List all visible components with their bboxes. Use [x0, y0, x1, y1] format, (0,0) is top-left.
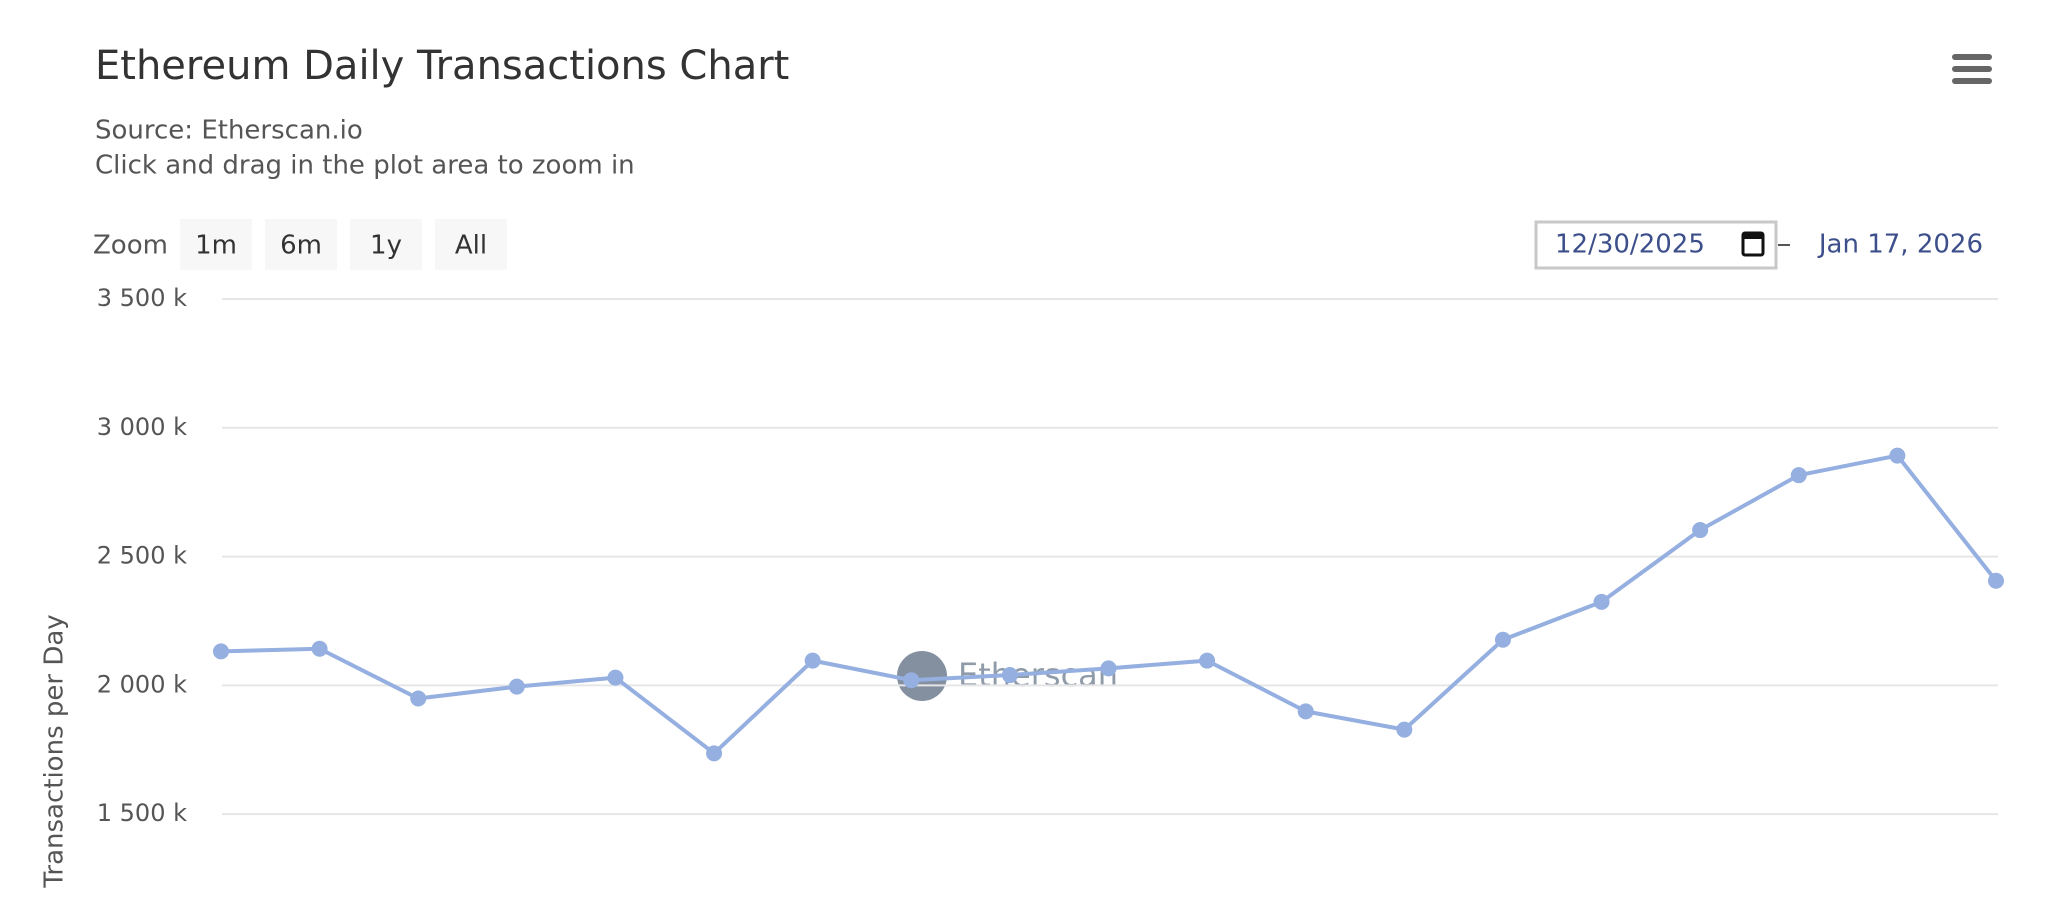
data-point [804, 652, 821, 669]
zoom-button-bg [350, 219, 422, 270]
data-point [1396, 721, 1413, 738]
data-point [1199, 652, 1216, 669]
menu-bar [1952, 66, 1992, 72]
zoom-button-bg [265, 219, 337, 270]
data-point [311, 640, 328, 657]
data-point [1494, 631, 1511, 648]
y-tick-label: 2 500 k [97, 542, 187, 570]
zoom-button-label: 1y [370, 231, 402, 261]
y-tick-label: 3 000 k [97, 413, 187, 441]
data-point [1692, 522, 1709, 539]
watermark-logo [897, 651, 947, 701]
data-point [213, 643, 229, 660]
zoom-button[interactable]: 1m [180, 219, 252, 270]
data-point [706, 745, 723, 762]
y-tick-label: 2 000 k [97, 670, 187, 698]
grid [222, 298, 1998, 816]
zoom-button-label: 6m [280, 231, 322, 261]
y-axis-title: Transactions per Day [40, 614, 70, 888]
menu-bar [1952, 54, 1992, 60]
menu-bar [1952, 78, 1992, 84]
chart-subtitle: Click and drag in the plot area to zoom … [95, 151, 635, 181]
data-point [508, 678, 525, 695]
zoom-button-bg [435, 219, 507, 270]
y-tick-label: 3 500 k [97, 284, 187, 312]
data-point [410, 690, 427, 707]
zoom-button-label: All [455, 231, 487, 261]
zoom-button[interactable]: All [435, 219, 507, 270]
zoom-button-bg [180, 219, 252, 270]
zoom-label: Zoom [93, 231, 168, 261]
chart-subtitle: Source: Etherscan.io [95, 116, 363, 146]
zoom-button[interactable]: 6m [265, 219, 337, 270]
menu-button[interactable] [1952, 54, 1992, 84]
data-point [1297, 703, 1314, 720]
data-point [1790, 467, 1807, 484]
data-point [1100, 660, 1117, 677]
data-point [607, 669, 624, 686]
data-point [1988, 572, 2004, 589]
data-point [1593, 593, 1610, 610]
y-tick-label: 1 500 k [97, 799, 187, 827]
zoom-button-label: 1m [195, 231, 237, 261]
date-input-value: 12/30/2025 [1555, 230, 1705, 260]
zoom-button[interactable]: 1y [350, 219, 422, 270]
data-point [1001, 667, 1018, 684]
date-range-end: Jan 17, 2026 [1817, 230, 1983, 260]
calendar-icon-top [1743, 233, 1763, 239]
chart-title: Ethereum Daily Transactions Chart [95, 43, 789, 89]
date-input[interactable] [1534, 220, 1778, 270]
data-point [903, 672, 920, 689]
series-line [220, 453, 1998, 756]
data-point [1889, 447, 1906, 464]
